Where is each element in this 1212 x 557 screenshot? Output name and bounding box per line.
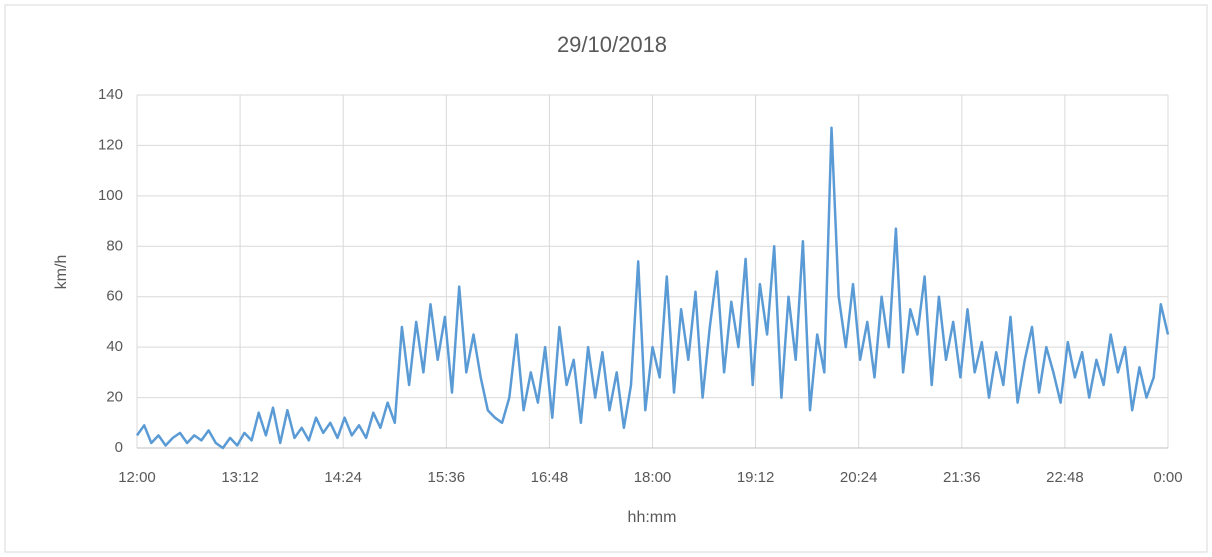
y-tick-label: 80 <box>106 237 123 254</box>
y-tick-label: 20 <box>106 389 123 406</box>
x-tick-label: 12:00 <box>118 469 156 486</box>
x-tick-label: 13:12 <box>221 469 259 486</box>
x-tick-label: 18:00 <box>634 469 672 486</box>
y-tick-label: 40 <box>106 338 123 355</box>
x-tick-label: 0:00 <box>1153 469 1182 486</box>
y-tick-label: 140 <box>98 86 123 103</box>
y-axis-label: km/h <box>53 255 70 290</box>
y-tick-label: 120 <box>98 136 123 153</box>
x-tick-label: 20:24 <box>840 469 878 486</box>
chart-title: 29/10/2018 <box>557 32 667 57</box>
x-tick-label: 19:12 <box>737 469 775 486</box>
y-tick-label: 0 <box>115 439 123 456</box>
x-tick-label: 21:36 <box>943 469 981 486</box>
y-tick-label: 100 <box>98 187 123 204</box>
x-tick-label: 22:48 <box>1046 469 1084 486</box>
y-tick-label: 60 <box>106 288 123 305</box>
x-tick-label: 16:48 <box>531 469 569 486</box>
x-tick-label: 15:36 <box>428 469 466 486</box>
x-axis-label: hh:mm <box>628 509 677 526</box>
chart-border <box>4 4 1208 553</box>
data-line <box>135 126 1170 450</box>
x-tick-label: 14:24 <box>324 469 362 486</box>
